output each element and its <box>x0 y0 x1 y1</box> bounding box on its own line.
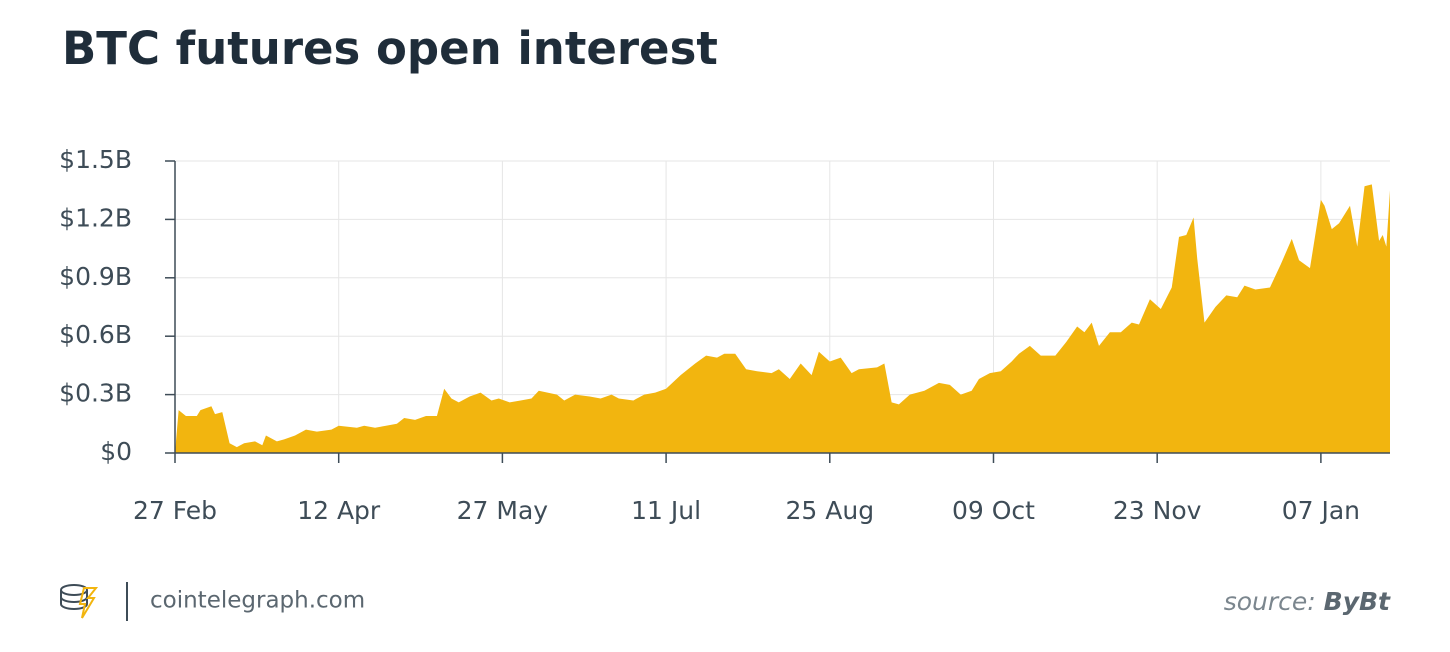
y-tick-label: $0 <box>100 437 132 466</box>
y-tick-label: $0.9B <box>59 262 132 291</box>
site-name: cointelegraph.com <box>150 588 365 614</box>
x-tick-label: 25 Aug <box>786 496 875 525</box>
source: source: ByBt <box>1224 587 1391 616</box>
x-tick-label: 27 Feb <box>133 496 217 525</box>
source-name: ByBt <box>1324 587 1391 616</box>
source-label: source: <box>1224 587 1316 616</box>
x-tick-label: 12 Apr <box>297 496 381 525</box>
y-tick-label: $1.5B <box>59 145 132 174</box>
x-tick-label: 07 Jan <box>1282 496 1360 525</box>
chart-title: BTC futures open interest <box>62 22 718 75</box>
y-tick-label: $0.6B <box>59 320 132 349</box>
logo <box>60 584 99 619</box>
x-tick-label: 27 May <box>457 496 549 525</box>
x-tick-label: 09 Oct <box>952 496 1035 525</box>
x-tick-label: 23 Nov <box>1113 496 1202 525</box>
x-tick-label: 11 Jul <box>631 496 701 525</box>
y-tick-label: $0.3B <box>59 379 132 408</box>
area <box>175 184 1390 454</box>
y-tick-label: $1.2B <box>59 203 132 232</box>
